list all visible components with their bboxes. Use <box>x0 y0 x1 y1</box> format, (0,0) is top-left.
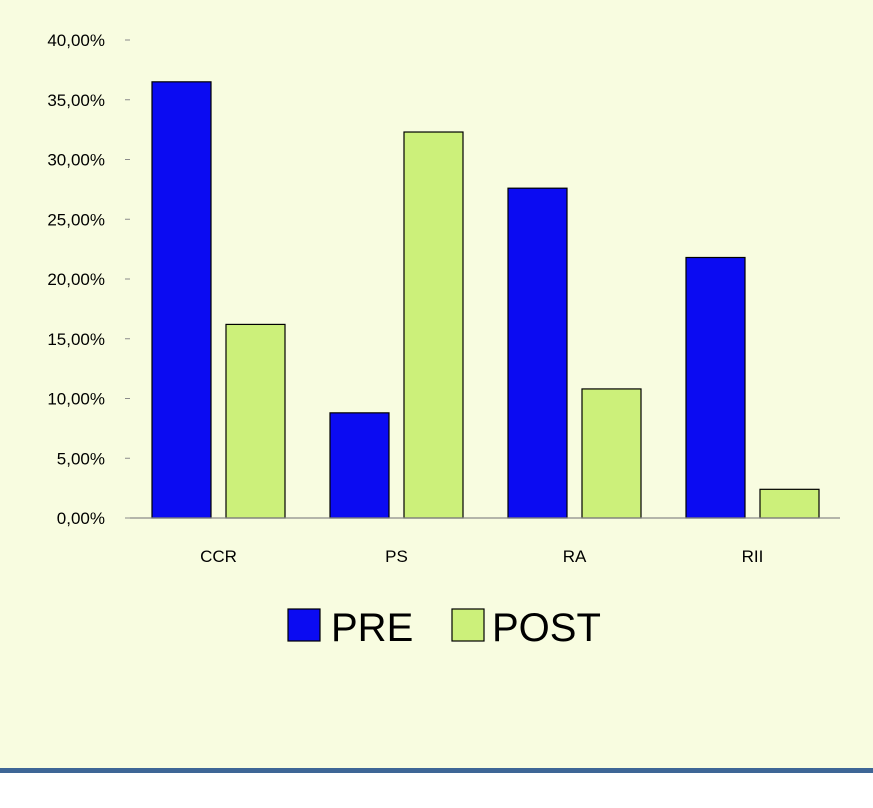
y-tick-label: 30,00% <box>47 151 105 170</box>
x-tick-label: CCR <box>200 547 237 566</box>
bar-pre-rii <box>685 256 746 519</box>
legend-swatch-post <box>451 608 485 642</box>
y-tick-label: 10,00% <box>47 390 105 409</box>
bar-pre-ps <box>329 412 390 519</box>
bar-pre-ra <box>507 187 568 519</box>
bar-post-ps <box>403 131 464 519</box>
legend: PRE POST <box>287 606 601 650</box>
bar-pre-ccr <box>151 81 212 519</box>
bar-post-ra <box>581 388 642 519</box>
y-tick-label: 20,00% <box>47 270 105 289</box>
x-tick-label: RII <box>742 547 764 566</box>
y-tick-label: 0,00% <box>57 509 105 528</box>
y-axis: 0,00% 5,00% 10,00% 15,00% 20,00% 25,00% 30,00%… <box>47 31 130 528</box>
x-tick-label: PS <box>385 547 408 566</box>
y-tick-label: 15,00% <box>47 330 105 349</box>
footer-area <box>0 768 873 808</box>
x-axis: CCR PS RA RII <box>200 547 763 566</box>
bars <box>151 81 820 519</box>
legend-swatch-pre <box>287 608 321 642</box>
y-tick-label: 40,00% <box>47 31 105 50</box>
bar-post-ccr <box>225 323 286 519</box>
y-tick-label: 5,00% <box>57 449 105 468</box>
footer-rule <box>0 768 873 773</box>
legend-label-post: POST <box>492 606 601 650</box>
legend-label-pre: PRE <box>331 606 413 650</box>
y-tick-label: 25,00% <box>47 210 105 229</box>
y-tick-label: 35,00% <box>47 91 105 110</box>
x-tick-label: RA <box>563 547 587 566</box>
bar-post-rii <box>759 488 820 519</box>
